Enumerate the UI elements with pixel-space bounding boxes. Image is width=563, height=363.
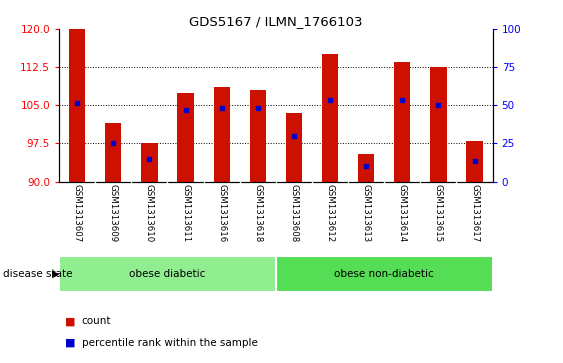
Bar (141, 143, 158, 182)
Bar (430, 67, 446, 182)
Text: GSM1313608: GSM1313608 (289, 184, 298, 242)
Text: ▶: ▶ (52, 269, 59, 279)
Text: ■: ■ (65, 316, 75, 326)
Text: count: count (82, 316, 111, 326)
Bar (249, 90, 266, 182)
Text: GSM1313615: GSM1313615 (434, 184, 443, 242)
Text: obese diabetic: obese diabetic (129, 269, 205, 279)
Bar (466, 141, 482, 182)
Bar (213, 87, 230, 182)
Title: GDS5167 / ILMN_1766103: GDS5167 / ILMN_1766103 (189, 15, 363, 28)
Bar (358, 154, 374, 182)
Text: GSM1313614: GSM1313614 (398, 184, 407, 242)
Text: GSM1313618: GSM1313618 (253, 184, 262, 242)
Bar (322, 54, 338, 182)
Text: GSM1313613: GSM1313613 (361, 184, 370, 242)
Bar (105, 123, 122, 182)
Text: GSM1313609: GSM1313609 (109, 184, 118, 242)
Text: obese non-diabetic: obese non-diabetic (334, 269, 434, 279)
Bar (69, 29, 86, 182)
Text: GSM1313607: GSM1313607 (73, 184, 82, 242)
Text: GSM1313612: GSM1313612 (325, 184, 334, 242)
Text: disease state: disease state (3, 269, 72, 279)
Bar (59, 256, 276, 292)
Bar (286, 113, 302, 182)
Bar (276, 256, 493, 292)
Text: GSM1313611: GSM1313611 (181, 184, 190, 242)
Text: GSM1313617: GSM1313617 (470, 184, 479, 242)
Text: percentile rank within the sample: percentile rank within the sample (82, 338, 257, 348)
Bar (177, 93, 194, 182)
Text: ■: ■ (65, 338, 75, 348)
Text: GSM1313610: GSM1313610 (145, 184, 154, 242)
Bar (394, 62, 410, 182)
Text: GSM1313616: GSM1313616 (217, 184, 226, 242)
